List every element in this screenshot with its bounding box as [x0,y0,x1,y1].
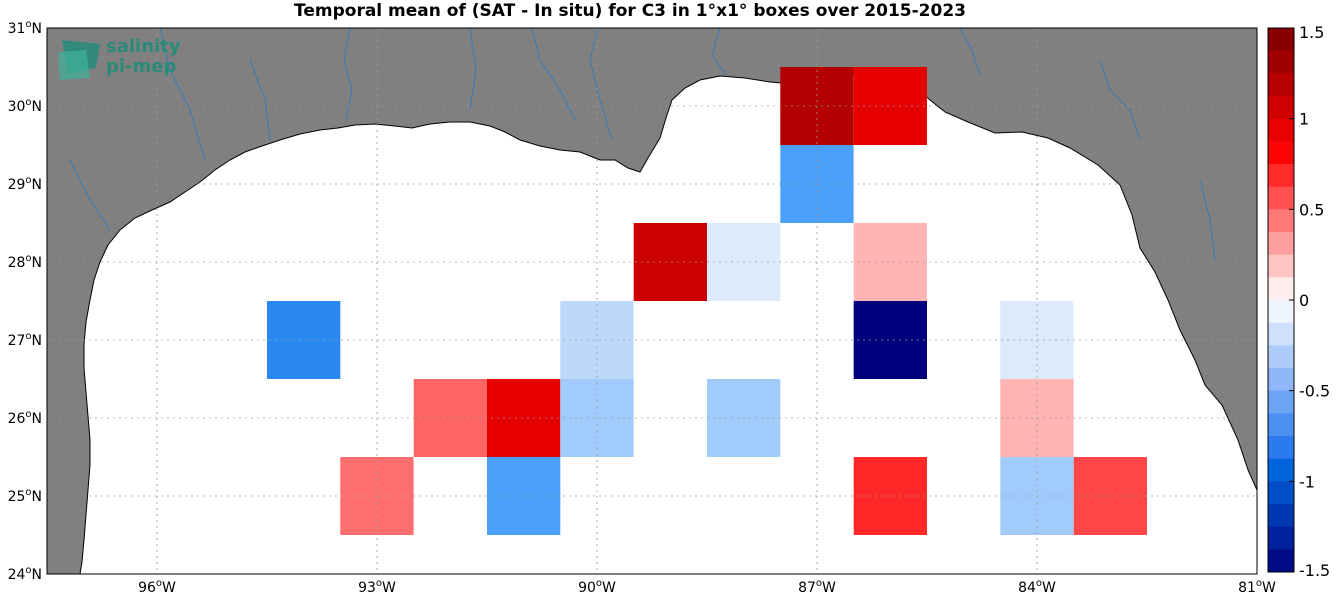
colorbar-swatch [1268,300,1294,324]
heatmap-cells [267,67,1147,535]
colorbar-swatch [1268,390,1294,414]
longitude-tick-label: 90oW [578,578,616,594]
colorbar-tick-label: -0.5 [1299,382,1330,401]
colorbar-swatch [1268,526,1294,550]
heatmap-cell [853,223,927,301]
longitude-tick-label: 84oW [1018,578,1056,594]
heatmap-cell [267,301,341,379]
logo-text-line1: salinity [106,36,181,57]
colorbar-swatch [1268,277,1294,301]
longitude-tick-label: 81oW [1238,578,1276,594]
latitude-tick-label: 28oN [8,253,42,271]
colorbar-swatch [1268,345,1294,369]
salinity-pi-mep-logo: salinity pi-mep [58,36,181,80]
colorbar-swatch [1268,254,1294,278]
logo-text-line2: pi-mep [106,56,176,77]
colorbar-swatch [1268,232,1294,256]
colorbar-swatch [1268,96,1294,120]
colorbar-swatch [1268,481,1294,505]
heatmap-cell [853,67,927,145]
colorbar-swatch [1268,549,1294,573]
heatmap-cell [487,457,561,535]
colorbar-tick-label: -1.5 [1299,561,1330,580]
river-lines [69,27,1216,261]
colorbar-swatch [1268,436,1294,460]
colorbar-swatch [1268,50,1294,74]
latitude-tick-label: 27oN [8,331,42,349]
colorbar-swatch [1268,504,1294,528]
colorbar-swatch [1268,413,1294,437]
longitude-tick-labels: 96oW 93oW 90oW 87oW 84oW 81oW [138,578,1276,594]
latitude-tick-label: 31oN [8,19,42,37]
latitude-tick-label: 24oN [8,565,42,583]
latitude-tick-label: 30oN [8,97,42,115]
colorbar-swatch [1268,28,1294,52]
colorbar-swatch [1268,186,1294,210]
colorbar-swatch [1268,209,1294,233]
colorbar-tick-label: -1 [1299,472,1315,491]
colorbar-swatch [1268,458,1294,482]
longitude-tick-label: 93oW [358,578,396,594]
colorbar-swatch [1268,164,1294,188]
colorbar [1268,28,1294,573]
colorbar-tick-label: 1.5 [1299,23,1324,42]
heatmap-cell [853,301,927,379]
heatmap-cell [633,223,707,301]
latitude-tick-label: 26oN [8,409,42,427]
colorbar-swatch [1268,141,1294,165]
map-frame [46,27,1258,575]
colorbar-tick-label: 0.5 [1299,200,1324,219]
colorbar-swatch [1268,73,1294,97]
colorbar-tick-labels: 1.5 1 0.5 0 -0.5 -1 -1.5 [1289,23,1330,580]
heatmap-cell [853,457,927,535]
latitude-tick-label: 25oN [8,487,42,505]
longitude-tick-label: 87oW [798,578,836,594]
longitude-tick-label: 96oW [138,578,176,594]
colorbar-swatch [1268,118,1294,142]
land-mass [46,27,1258,575]
colorbar-swatch [1268,322,1294,346]
map-title: Temporal mean of (SAT - In situ) for C3 … [294,1,966,21]
colorbar-swatch [1268,368,1294,392]
latitude-tick-label: 29oN [8,175,42,193]
latitude-tick-labels: 31oN 30oN 29oN 28oN 27oN 26oN 25oN 24oN [8,19,42,583]
colorbar-tick-label: 1 [1299,110,1309,129]
heatmap-cell [487,379,561,457]
colorbar-tick-label: 0 [1299,291,1309,310]
